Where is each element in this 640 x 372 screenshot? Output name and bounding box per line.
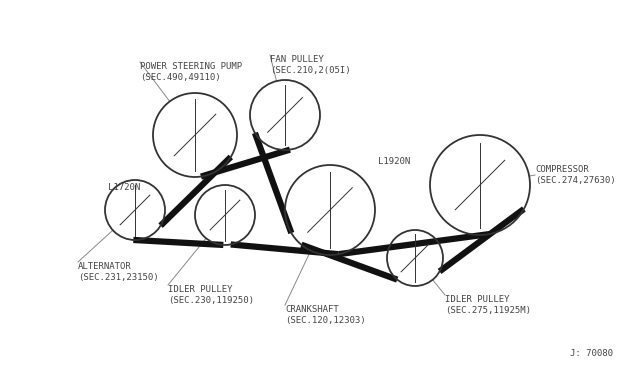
Text: ALTERNATOR
(SEC.231,23150): ALTERNATOR (SEC.231,23150)	[78, 262, 159, 282]
Text: COMPRESSOR
(SEC.274,27630): COMPRESSOR (SEC.274,27630)	[535, 165, 616, 185]
Text: FAN PULLEY
(SEC.210,2(05I): FAN PULLEY (SEC.210,2(05I)	[270, 55, 351, 75]
Text: L1720N: L1720N	[108, 183, 140, 192]
Text: IDLER PULLEY
(SEC.275,11925M): IDLER PULLEY (SEC.275,11925M)	[445, 295, 531, 315]
Text: POWER STEERING PUMP
(SEC.490,49110): POWER STEERING PUMP (SEC.490,49110)	[140, 62, 242, 82]
Text: CRANKSHAFT
(SEC.120,12303): CRANKSHAFT (SEC.120,12303)	[285, 305, 365, 325]
Text: L1920N: L1920N	[378, 157, 410, 167]
Text: J: 70080: J: 70080	[570, 350, 613, 359]
Text: IDLER PULLEY
(SEC.230,119250): IDLER PULLEY (SEC.230,119250)	[168, 285, 254, 305]
